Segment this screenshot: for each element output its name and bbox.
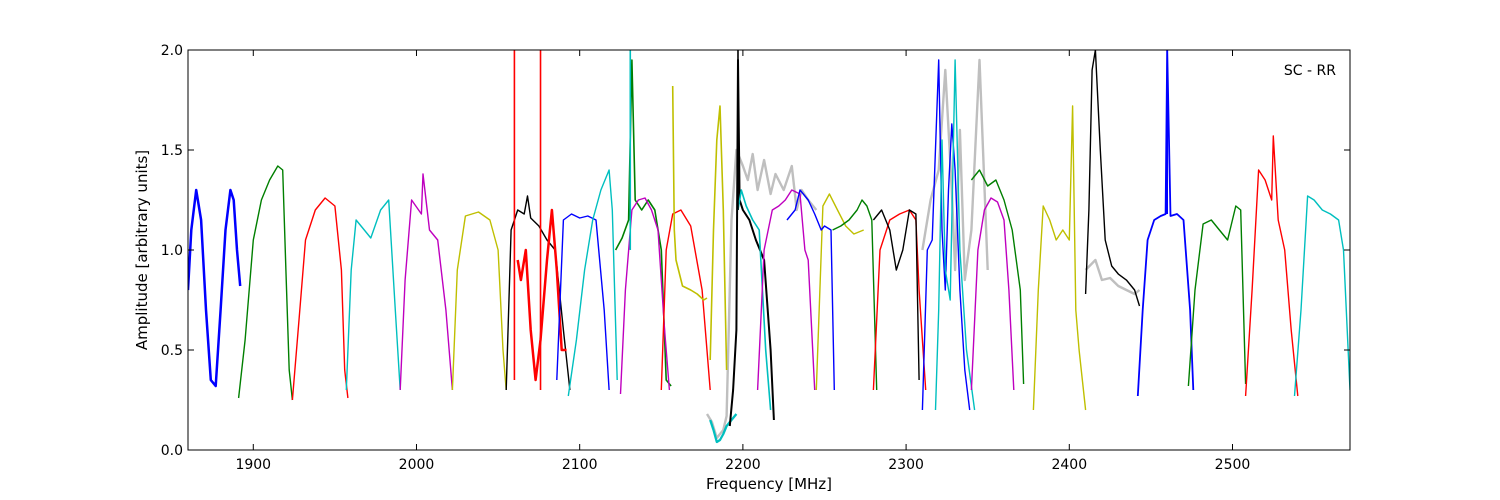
series-line-28 bbox=[934, 59, 976, 411]
series-line-6 bbox=[345, 199, 401, 391]
x-tick-label: 2300 bbox=[888, 457, 924, 473]
series-line-7 bbox=[399, 173, 454, 391]
y-axis: 0.0 0.5 1.0 1.5 2.0 bbox=[161, 43, 1350, 459]
series-layer bbox=[188, 50, 1350, 444]
x-tick-label: 2000 bbox=[399, 457, 435, 473]
panel-annotation: SC - RR bbox=[1284, 63, 1336, 79]
series-line-34 bbox=[1187, 205, 1247, 387]
series-line-27 bbox=[921, 59, 971, 411]
series-line-13 bbox=[614, 59, 672, 387]
series-line-5 bbox=[291, 197, 349, 401]
y-tick-label: 0.0 bbox=[161, 443, 183, 459]
series-line-17 bbox=[709, 105, 728, 371]
series-line-32 bbox=[1084, 50, 1141, 307]
y-tick-label: 1.0 bbox=[161, 243, 183, 259]
x-tick-label: 2100 bbox=[562, 457, 598, 473]
series-line-30 bbox=[970, 169, 1025, 385]
x-tick-label: 1900 bbox=[235, 457, 271, 473]
series-line-31 bbox=[1032, 105, 1087, 411]
series-line-1 bbox=[921, 58, 989, 282]
series-line-33 bbox=[1136, 50, 1195, 397]
series-line-25 bbox=[872, 209, 927, 391]
series-line-16 bbox=[671, 85, 708, 301]
y-axis-label: Amplitude [arbitrary units] bbox=[133, 150, 151, 350]
x-tick-label: 2500 bbox=[1215, 457, 1251, 473]
series-line-8 bbox=[451, 211, 507, 391]
series-line-0 bbox=[705, 148, 818, 440]
series-line-14 bbox=[619, 197, 671, 395]
series-line-15 bbox=[660, 209, 711, 391]
series-line-19 bbox=[728, 59, 775, 427]
x-tick-label: 2200 bbox=[725, 457, 761, 473]
series-line-23 bbox=[786, 189, 835, 391]
series-line-22 bbox=[756, 189, 816, 391]
series-line-12 bbox=[567, 169, 618, 397]
x-axis-label: Frequency [MHz] bbox=[706, 475, 832, 493]
y-tick-label: 2.0 bbox=[161, 43, 183, 59]
series-line-26 bbox=[872, 209, 920, 381]
series-line-11 bbox=[556, 213, 610, 391]
series-line-3 bbox=[188, 188, 242, 388]
series-line-4 bbox=[237, 165, 294, 401]
x-tick-label: 2400 bbox=[1051, 457, 1087, 473]
series-line-36 bbox=[1293, 195, 1350, 397]
series-line-24 bbox=[832, 199, 878, 391]
series-line-35 bbox=[1244, 135, 1299, 397]
series-line-20 bbox=[737, 189, 772, 411]
x-axis: 1900 2000 2100 2200 2300 2400 2500 bbox=[235, 50, 1250, 473]
series-line-29 bbox=[970, 197, 1015, 391]
y-tick-label: 0.5 bbox=[161, 343, 183, 359]
series-line-21 bbox=[815, 193, 864, 391]
series-line-2 bbox=[1084, 258, 1141, 296]
y-tick-label: 1.5 bbox=[161, 143, 183, 159]
